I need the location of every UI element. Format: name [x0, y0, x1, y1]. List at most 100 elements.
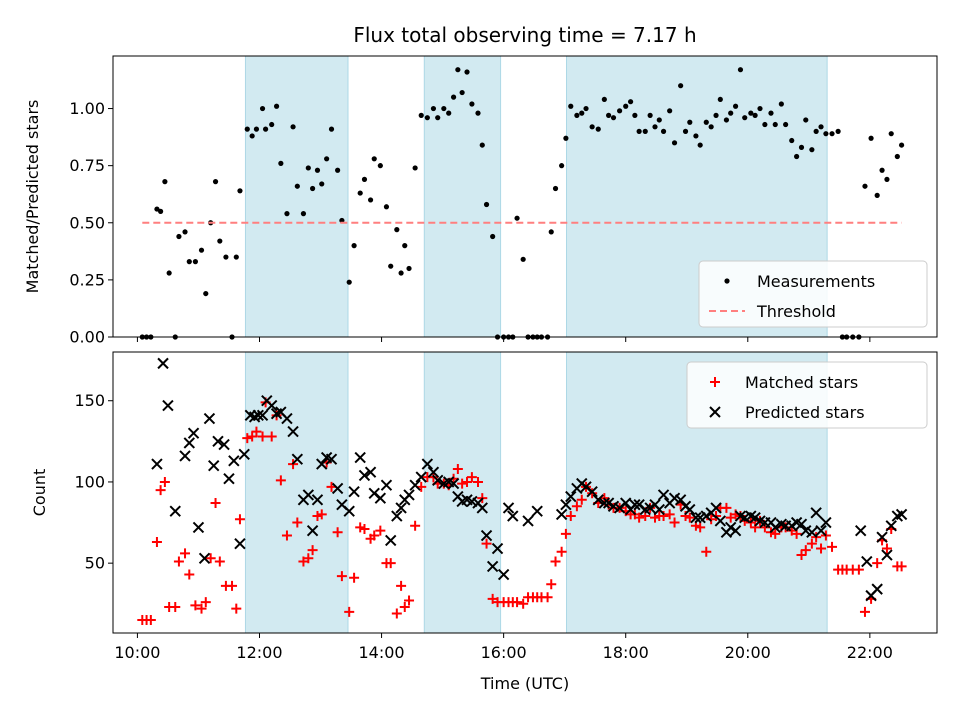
predicted-stars-point	[598, 497, 611, 509]
measurements-point	[762, 121, 768, 128]
predicted-stars-point	[806, 526, 818, 539]
measurements-point	[459, 89, 465, 96]
predicted-stars-point	[343, 505, 355, 517]
matched-stars-point	[695, 522, 706, 533]
predicted-stars-point	[657, 489, 670, 501]
measurements-point	[479, 142, 485, 148]
measurements-point	[383, 204, 390, 210]
matched-stars-point	[180, 548, 191, 559]
matched-stars-point	[560, 528, 571, 539]
measurements-point	[809, 147, 815, 153]
predicted-stars-point	[409, 479, 421, 491]
measurements-point	[723, 117, 730, 123]
measurements-point	[682, 128, 689, 134]
predicted-stars-point	[871, 583, 883, 595]
measurements-point	[361, 176, 368, 182]
measurements-point	[778, 101, 784, 107]
predicted-stars-point	[749, 511, 761, 524]
predicted-stars-point	[586, 485, 598, 498]
measurements-point	[627, 99, 634, 105]
predicted-stars-point	[374, 492, 387, 504]
predicted-stars-point	[311, 494, 324, 506]
legend-label: Predicted stars	[745, 403, 865, 422]
predicted-stars-point	[415, 471, 427, 483]
matched-stars-point	[292, 517, 303, 528]
measurements-point	[595, 126, 601, 132]
measurements-point	[305, 165, 311, 171]
y-tick-label: 0.75	[69, 156, 105, 175]
measurements-point	[475, 110, 481, 116]
measurements-point	[552, 185, 559, 192]
measurements-point	[829, 131, 835, 137]
matched-stars-point	[448, 473, 459, 484]
predicted-stars-point	[895, 508, 908, 521]
x-axis-label: Time (UTC)	[480, 674, 569, 693]
measurements-point	[273, 103, 280, 109]
y-tick-label: 50	[85, 554, 105, 573]
measurements-point	[783, 121, 789, 128]
measurements-point	[667, 108, 673, 114]
predicted-stars-point	[854, 524, 867, 537]
matched-stars-point	[565, 511, 576, 522]
matched-stars-point	[518, 598, 529, 609]
measurements-point	[798, 144, 805, 150]
matched-stars-point	[721, 502, 732, 513]
matched-stars-point	[385, 558, 396, 569]
measurements-point	[424, 115, 430, 121]
measurements-point	[697, 142, 703, 148]
matched-stars-point	[336, 571, 347, 582]
matched-stars-point	[266, 431, 277, 442]
matched-stars-point	[184, 569, 195, 580]
measurements-point	[894, 153, 900, 160]
measurements-point	[818, 124, 824, 130]
matched-stars-point	[391, 608, 402, 619]
measurements-point	[713, 112, 719, 118]
x-tick-label: 14:00	[359, 643, 405, 662]
y-tick-label: 0.50	[69, 213, 105, 232]
legend: Measurements Threshold	[698, 260, 928, 328]
measurements-point	[319, 181, 325, 187]
y-tick-label: 0.00	[69, 328, 105, 347]
matched-stars-point	[190, 600, 201, 611]
measurements-point	[182, 229, 188, 235]
measurements-point	[884, 176, 890, 182]
measurements-point	[377, 163, 383, 169]
measurements-point	[314, 167, 321, 173]
matched-stars-point	[359, 524, 370, 535]
matched-stars-point	[462, 476, 473, 487]
predicted-stars-point	[507, 510, 519, 522]
measurements-point	[757, 105, 763, 112]
predicted-stars-point	[252, 409, 264, 422]
measurements-point	[253, 126, 260, 132]
measurements-point	[469, 101, 475, 107]
predicted-stars-point	[815, 524, 827, 537]
measurements-point	[335, 167, 341, 173]
measurements-point	[703, 119, 709, 125]
predicted-stars-point	[306, 524, 319, 537]
measurements-point	[862, 183, 868, 189]
measurements-point	[660, 128, 667, 134]
matched-stars-point	[827, 541, 838, 552]
matched-stars-point	[159, 476, 170, 487]
measurements-point	[346, 279, 352, 285]
matched-stars-point	[396, 580, 407, 591]
legend-matched-stars-swatch	[710, 377, 720, 387]
y-axis-label: Count	[30, 469, 49, 517]
measurements-point	[186, 259, 192, 265]
measurements-point	[237, 188, 243, 194]
predicted-stars-point	[502, 502, 515, 514]
predicted-stars-point	[795, 518, 808, 530]
measurements-point	[803, 117, 809, 123]
measurements-point	[328, 126, 335, 132]
predicted-stars-point	[281, 412, 293, 425]
measurements-point	[579, 110, 585, 116]
measurements-point	[162, 179, 168, 185]
matched-stars-point	[481, 538, 492, 549]
predicted-stars-point	[427, 466, 440, 478]
y-tick-label: 100	[74, 472, 105, 491]
predicted-stars-point	[287, 425, 299, 438]
x-tick-label: 18:00	[603, 643, 649, 662]
predicted-stars-point	[522, 515, 534, 527]
measurements-point	[728, 110, 734, 116]
